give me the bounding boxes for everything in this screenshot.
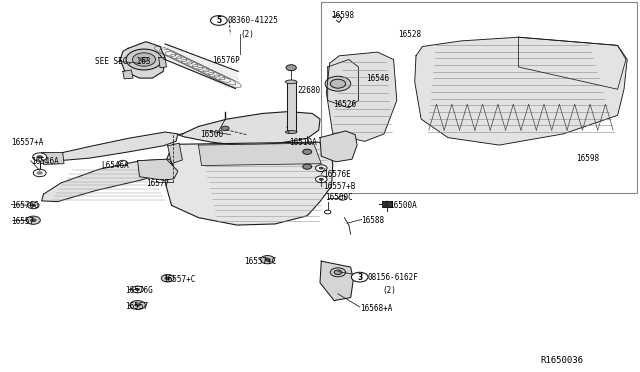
Text: 16546: 16546 [366, 74, 389, 83]
Circle shape [135, 288, 140, 291]
Circle shape [33, 169, 46, 177]
Circle shape [264, 258, 271, 262]
Circle shape [351, 272, 368, 282]
Circle shape [316, 165, 327, 171]
Circle shape [286, 65, 296, 71]
Text: 16576G: 16576G [125, 286, 152, 295]
Text: L6546A: L6546A [101, 161, 129, 170]
Circle shape [28, 202, 39, 209]
Polygon shape [178, 112, 320, 146]
Polygon shape [42, 153, 64, 164]
Text: (2): (2) [240, 30, 254, 39]
Circle shape [260, 256, 275, 264]
Text: 16557+A: 16557+A [12, 138, 44, 147]
Text: (2): (2) [383, 286, 397, 295]
Text: 16576E: 16576E [323, 170, 351, 179]
Text: 16500C: 16500C [325, 193, 353, 202]
Circle shape [330, 268, 346, 277]
Circle shape [134, 303, 141, 307]
Circle shape [325, 76, 351, 91]
Polygon shape [326, 52, 397, 141]
Polygon shape [138, 159, 178, 180]
Polygon shape [198, 143, 321, 166]
Circle shape [334, 270, 342, 275]
Polygon shape [320, 131, 357, 162]
Circle shape [303, 149, 312, 154]
Circle shape [303, 164, 312, 169]
Circle shape [211, 16, 227, 25]
Polygon shape [120, 42, 165, 78]
Text: 16500A: 16500A [389, 201, 417, 210]
Text: 16526: 16526 [333, 100, 356, 109]
Circle shape [316, 176, 327, 183]
Text: 16557: 16557 [125, 302, 148, 311]
Text: R1650036: R1650036 [541, 356, 584, 365]
Text: 16576G: 16576G [12, 201, 39, 210]
Polygon shape [328, 60, 358, 108]
Text: 22680: 22680 [298, 86, 321, 94]
Text: 08156-6162F: 08156-6162F [368, 273, 419, 282]
Text: 16568+A: 16568+A [360, 304, 392, 312]
Circle shape [126, 49, 162, 70]
Polygon shape [415, 37, 627, 145]
Text: 16557: 16557 [12, 217, 35, 226]
Circle shape [30, 218, 36, 222]
Text: 16546A: 16546A [31, 157, 58, 166]
Text: 16557+C: 16557+C [163, 275, 196, 284]
Circle shape [36, 155, 43, 159]
Circle shape [31, 204, 36, 207]
Circle shape [319, 167, 324, 170]
Circle shape [339, 196, 346, 200]
Text: 16510A: 16510A [289, 138, 317, 147]
Polygon shape [42, 159, 173, 202]
Circle shape [33, 153, 47, 161]
Text: 16576P: 16576P [212, 56, 240, 65]
Text: 16500: 16500 [200, 130, 223, 139]
Circle shape [319, 178, 324, 181]
Bar [382, 201, 392, 207]
Polygon shape [123, 70, 133, 79]
Text: 5: 5 [216, 16, 221, 25]
Text: 16588: 16588 [362, 216, 385, 225]
Ellipse shape [285, 80, 297, 84]
Circle shape [330, 79, 346, 88]
Text: 16557+B: 16557+B [323, 182, 356, 191]
Circle shape [132, 53, 156, 66]
Circle shape [161, 275, 174, 282]
Circle shape [26, 216, 40, 224]
Circle shape [130, 301, 145, 310]
Circle shape [132, 286, 143, 293]
Circle shape [36, 171, 43, 175]
Text: 3: 3 [357, 273, 362, 282]
Circle shape [140, 57, 148, 62]
Text: 16598: 16598 [332, 11, 355, 20]
Circle shape [118, 160, 127, 166]
Text: SEE SEC. 163: SEE SEC. 163 [95, 57, 150, 66]
Polygon shape [159, 58, 166, 68]
Circle shape [221, 126, 229, 131]
Polygon shape [163, 44, 241, 90]
Circle shape [164, 276, 171, 280]
Circle shape [324, 210, 331, 214]
Text: 16577: 16577 [146, 179, 169, 187]
Polygon shape [168, 143, 182, 164]
Text: 16557+C: 16557+C [244, 257, 277, 266]
Text: 16598: 16598 [576, 154, 599, 163]
Polygon shape [59, 132, 178, 161]
Polygon shape [287, 82, 296, 132]
Bar [321, 2, 637, 193]
Polygon shape [320, 261, 353, 301]
Ellipse shape [285, 131, 297, 134]
Polygon shape [165, 142, 333, 225]
Text: 08360-41225: 08360-41225 [227, 16, 278, 25]
Text: 16528: 16528 [398, 30, 421, 39]
